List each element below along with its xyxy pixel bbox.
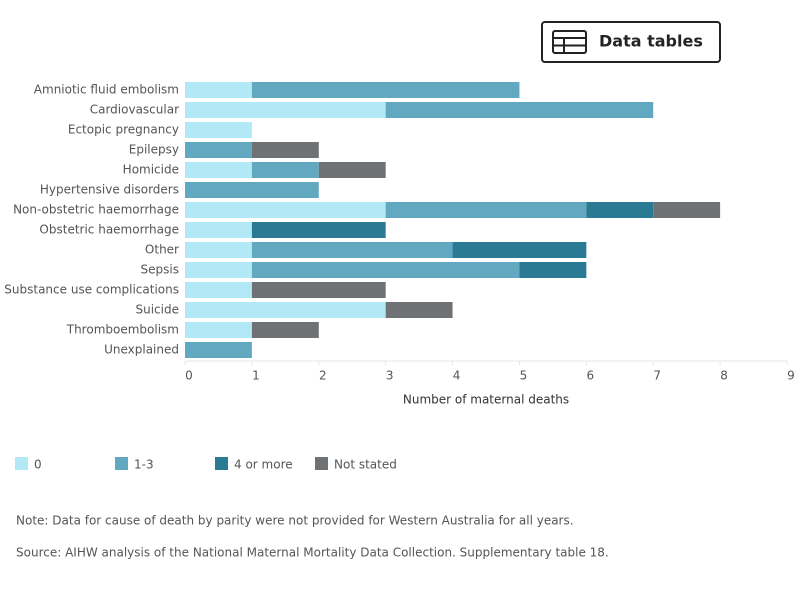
y-tick-label: Epilepsy	[129, 143, 179, 157]
bar-segment	[185, 102, 386, 118]
legend-swatch	[215, 457, 228, 470]
y-tick-label: Homicide	[123, 163, 179, 177]
x-tick-label: 3	[386, 369, 394, 383]
x-tick-label: 7	[653, 369, 661, 383]
bar-segment	[185, 342, 252, 358]
bar-segment	[185, 82, 252, 98]
bar-segment	[452, 242, 587, 258]
bar-segment	[251, 282, 386, 298]
note: Note: Data for cause of death by parity …	[16, 514, 574, 528]
x-axis-title: Number of maternal deaths	[403, 393, 569, 407]
x-tick-label: 2	[319, 369, 327, 383]
x-tick-label: 6	[587, 369, 595, 383]
y-tick-label: Amniotic fluid embolism	[34, 83, 179, 97]
bar-segment	[251, 82, 520, 98]
y-tick-label: Cardiovascular	[90, 103, 179, 117]
bar-segment	[185, 202, 386, 218]
bar-segment	[251, 162, 319, 178]
y-tick-label: Suicide	[136, 303, 180, 317]
bar-segment	[385, 302, 453, 318]
legend-label: Not stated	[334, 458, 397, 472]
x-tick-label: 8	[720, 369, 728, 383]
bar-segment	[251, 242, 453, 258]
button-label[interactable]: Data tables	[599, 32, 703, 51]
bar-segment	[385, 102, 654, 118]
bar-segment	[653, 202, 721, 218]
bar-segment	[251, 222, 386, 238]
legend-label: 4 or more	[234, 458, 293, 472]
legend-swatch	[115, 457, 128, 470]
bar-segment	[251, 262, 520, 278]
data-tables-button[interactable]: Data tables	[541, 21, 721, 63]
legend-swatch	[15, 457, 28, 470]
x-tick-label: 4	[453, 369, 461, 383]
bar-segment	[185, 302, 386, 318]
y-tick-label: Obstetric haemorrhage	[39, 223, 179, 237]
bar-segment	[318, 162, 386, 178]
y-tick-label: Sepsis	[141, 263, 179, 277]
x-tick-label: 9	[787, 369, 795, 383]
bar-segment	[251, 142, 319, 158]
y-tick-label: Substance use complications	[4, 283, 179, 297]
legend-label: 1-3	[134, 458, 154, 472]
bar-segment	[185, 142, 252, 158]
y-tick-label: Unexplained	[104, 343, 179, 357]
legend-label: 0	[34, 458, 42, 472]
y-tick-label: Other	[145, 243, 179, 257]
legend-swatch	[315, 457, 328, 470]
bar-segment	[251, 322, 319, 338]
bar-segment	[185, 242, 252, 258]
y-tick-label: Hypertensive disorders	[40, 183, 179, 197]
bar-segment	[185, 162, 252, 178]
y-tick-label: Ectopic pregnancy	[68, 123, 179, 137]
bar-segment	[185, 322, 252, 338]
x-tick-label: 1	[252, 369, 260, 383]
x-tick-label: 0	[185, 369, 193, 383]
bar-segment	[586, 202, 654, 218]
y-tick-label: Thromboembolism	[66, 323, 179, 337]
bar-segment	[519, 262, 587, 278]
bar-segment	[385, 202, 587, 218]
table-icon	[552, 30, 587, 54]
bar-segment	[185, 262, 252, 278]
note: Source: AIHW analysis of the National Ma…	[16, 546, 609, 560]
bar-segment	[185, 182, 319, 198]
bar-segment	[185, 282, 252, 298]
x-tick-label: 5	[520, 369, 528, 383]
bar-segment	[185, 222, 252, 238]
bar-segment	[185, 122, 252, 138]
y-tick-label: Non-obstetric haemorrhage	[13, 203, 179, 217]
